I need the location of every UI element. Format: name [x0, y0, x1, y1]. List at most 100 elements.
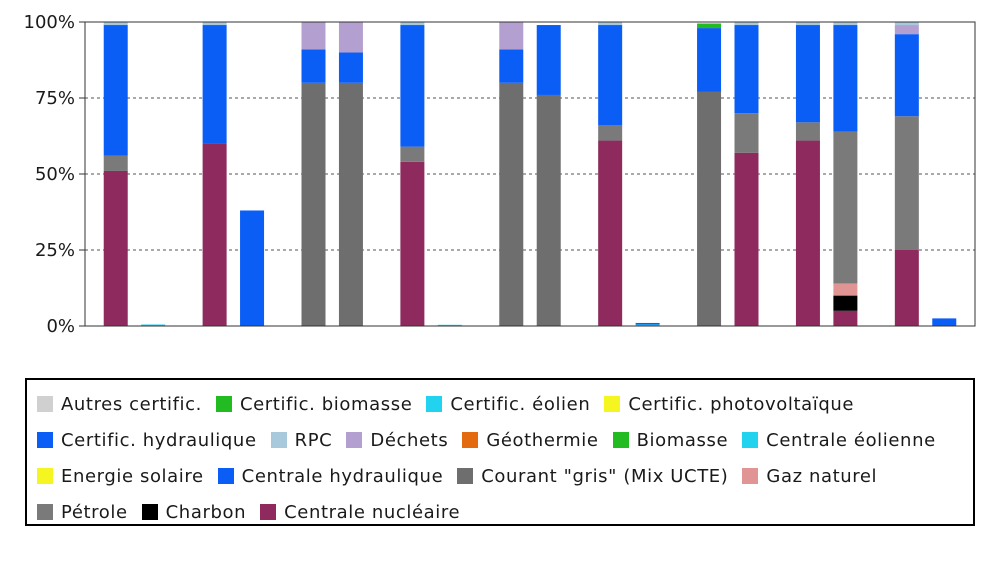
y-tick-label: 25% [35, 240, 75, 261]
legend-swatch [37, 504, 53, 520]
bar-segment-dechets [338, 22, 363, 53]
legend-label: Gaz naturel [766, 465, 878, 487]
legend-swatch [141, 504, 158, 520]
legend-item-geothermie: Géothermie [462, 430, 598, 451]
legend-label: Energie solaire [61, 465, 204, 487]
legend-label: Biomasse [636, 429, 729, 451]
legend-item-courant-gris-mix-ucte: Courant "gris" (Mix UCTE) [457, 466, 728, 487]
legend-swatch [742, 432, 759, 448]
bar-segment-certific-hydraulique [795, 25, 820, 123]
bar-segment-dechets [301, 22, 326, 50]
legend-swatch [346, 432, 363, 448]
legend-swatch [426, 396, 443, 412]
bar-segment-biomasse [697, 23, 722, 29]
bar-segment-petrole [894, 116, 919, 251]
bar-segment-certific-eolien [141, 324, 166, 326]
bar-segment-certific-hydraulique [202, 25, 227, 144]
legend-item-dechets: Déchets [346, 430, 448, 451]
bar-segment-courant-gris-mix-ucte [697, 91, 722, 326]
bar-segment-centrale-nucleaire [833, 310, 858, 326]
bar-segment-petrole [795, 122, 820, 141]
legend-item-autres-certific: Autres certific. [37, 394, 202, 415]
bar-segment-rpc [202, 22, 227, 26]
plot-frame [84, 21, 976, 327]
legend-label: Déchets [370, 429, 449, 451]
bar-segment-rpc [894, 22, 919, 26]
legend-label: Géothermie [486, 429, 599, 451]
axes [79, 21, 976, 327]
bar-segment-certific-hydraulique [894, 34, 919, 117]
bar-segment-courant-gris-mix-ucte [499, 82, 524, 326]
bar-segment-certific-eolien [635, 324, 660, 326]
bar-segment-certific-hydraulique [301, 49, 326, 83]
legend-label: Charbon [165, 501, 247, 523]
legend-item-centrale-eolienne: Centrale éolienne [742, 430, 936, 451]
legend-item-certific-biomasse: Certific. biomasse [215, 393, 413, 415]
legend-label: Certific. biomasse [239, 393, 413, 415]
legend-row: Certific. hydraulique RPC Déchets Géothermi… [37, 422, 963, 458]
legend-swatch [742, 468, 759, 484]
y-tick-label: 100% [24, 12, 75, 33]
legend-label: Certific. hydraulique [61, 429, 257, 451]
legend-swatch [457, 468, 474, 484]
legend-item-charbon: Charbon [141, 501, 247, 523]
bar-segment-certific-hydraulique [932, 318, 957, 326]
bar-segment-certific-hydraulique [833, 25, 858, 132]
bar-segment-dechets [894, 25, 919, 35]
legend-swatch [37, 468, 53, 484]
legend-item-certific-eolien: Certific. éolien [426, 394, 590, 415]
bars [103, 22, 957, 327]
bar-segment-rpc [795, 22, 820, 26]
bar-segment-petrole [103, 155, 128, 171]
legend-label: Courant "gris" (Mix UCTE) [481, 465, 729, 487]
bar-segment-petrole [734, 113, 759, 153]
legend-label: Autres certific. [61, 393, 202, 415]
legend-label: RPC [294, 429, 333, 451]
legend-swatch [612, 432, 629, 448]
legend-swatch [37, 396, 53, 412]
legend-swatch [260, 504, 277, 520]
bar-segment-centrale-nucleaire [103, 170, 128, 326]
bar-segment-certific-hydraulique [400, 25, 425, 147]
bar-segment-certific-hydraulique [240, 210, 265, 326]
legend-row: Energie solaire Centrale hydraulique Coura… [37, 458, 963, 494]
bar-segment-centrale-nucleaire [202, 143, 227, 326]
bar-segment-rpc [734, 22, 759, 26]
bar-segment-certific-hydraulique [338, 52, 363, 83]
bar-segment-certific-hydraulique [536, 25, 561, 95]
y-tick-label: 0% [46, 316, 75, 337]
legend-item-certific-hydraulique: Certific. hydraulique [37, 430, 257, 451]
legend-label: Centrale éolienne [766, 429, 936, 451]
legend-swatch [217, 468, 234, 484]
bar-segment-certific-eolien [437, 324, 462, 326]
stacked-bar-chart: 0% 25% 50% 75% 100% [24, 12, 976, 337]
bar-segment-charbon [833, 295, 858, 311]
y-tick-label: 50% [35, 164, 75, 185]
bar-segment-centrale-hydraulique [635, 322, 660, 325]
bar-segment-centrale-nucleaire [795, 140, 820, 326]
legend-item-gaz-naturel: Gaz naturel [742, 466, 877, 487]
bar-segment-courant-gris-mix-ucte [536, 94, 561, 327]
legend-label: Centrale nucléaire [284, 501, 461, 523]
bar-segment-centrale-nucleaire [894, 250, 919, 326]
legend-item-rpc: RPC [270, 429, 333, 451]
bar-segment-gaz-naturel [833, 283, 858, 296]
legend-item-petrole: Pétrole [37, 502, 128, 523]
bar-segment-certific-hydraulique [697, 28, 722, 92]
legend-row: Pétrole Charbon Centrale nucléaire [37, 494, 963, 530]
bar-segment-rpc [103, 22, 128, 26]
legend-swatch [462, 432, 479, 448]
bar-segment-petrole [598, 125, 623, 141]
y-tick-labels: 0% 25% 50% 75% 100% [24, 12, 75, 337]
legend: Autres certific. Certific. biomasse Certif… [25, 378, 975, 526]
bar-segment-courant-gris-mix-ucte [338, 82, 363, 326]
legend-item-centrale-nucleaire: Centrale nucléaire [260, 502, 460, 523]
bar-segment-rpc [400, 22, 425, 26]
bar-segment-certific-hydraulique [103, 25, 128, 156]
legend-swatch [37, 432, 53, 448]
bar-segment-rpc [598, 22, 623, 26]
legend-label: Certific. photovoltaïque [628, 393, 855, 415]
legend-item-certific-photovoltaique: Certific. photovoltaïque [604, 394, 854, 415]
legend-item-biomasse: Biomasse [612, 429, 729, 451]
y-tick-label: 75% [35, 88, 75, 109]
